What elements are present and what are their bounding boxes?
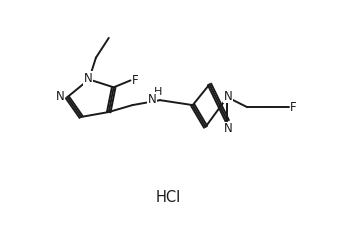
Text: HCl: HCl [155, 190, 181, 205]
Text: N: N [224, 90, 233, 103]
Text: F: F [132, 74, 139, 87]
Text: N: N [148, 93, 157, 106]
Text: F: F [290, 101, 297, 114]
Text: N: N [84, 72, 92, 85]
Text: H: H [154, 87, 162, 97]
Text: N: N [56, 90, 65, 103]
Text: N: N [224, 122, 233, 135]
